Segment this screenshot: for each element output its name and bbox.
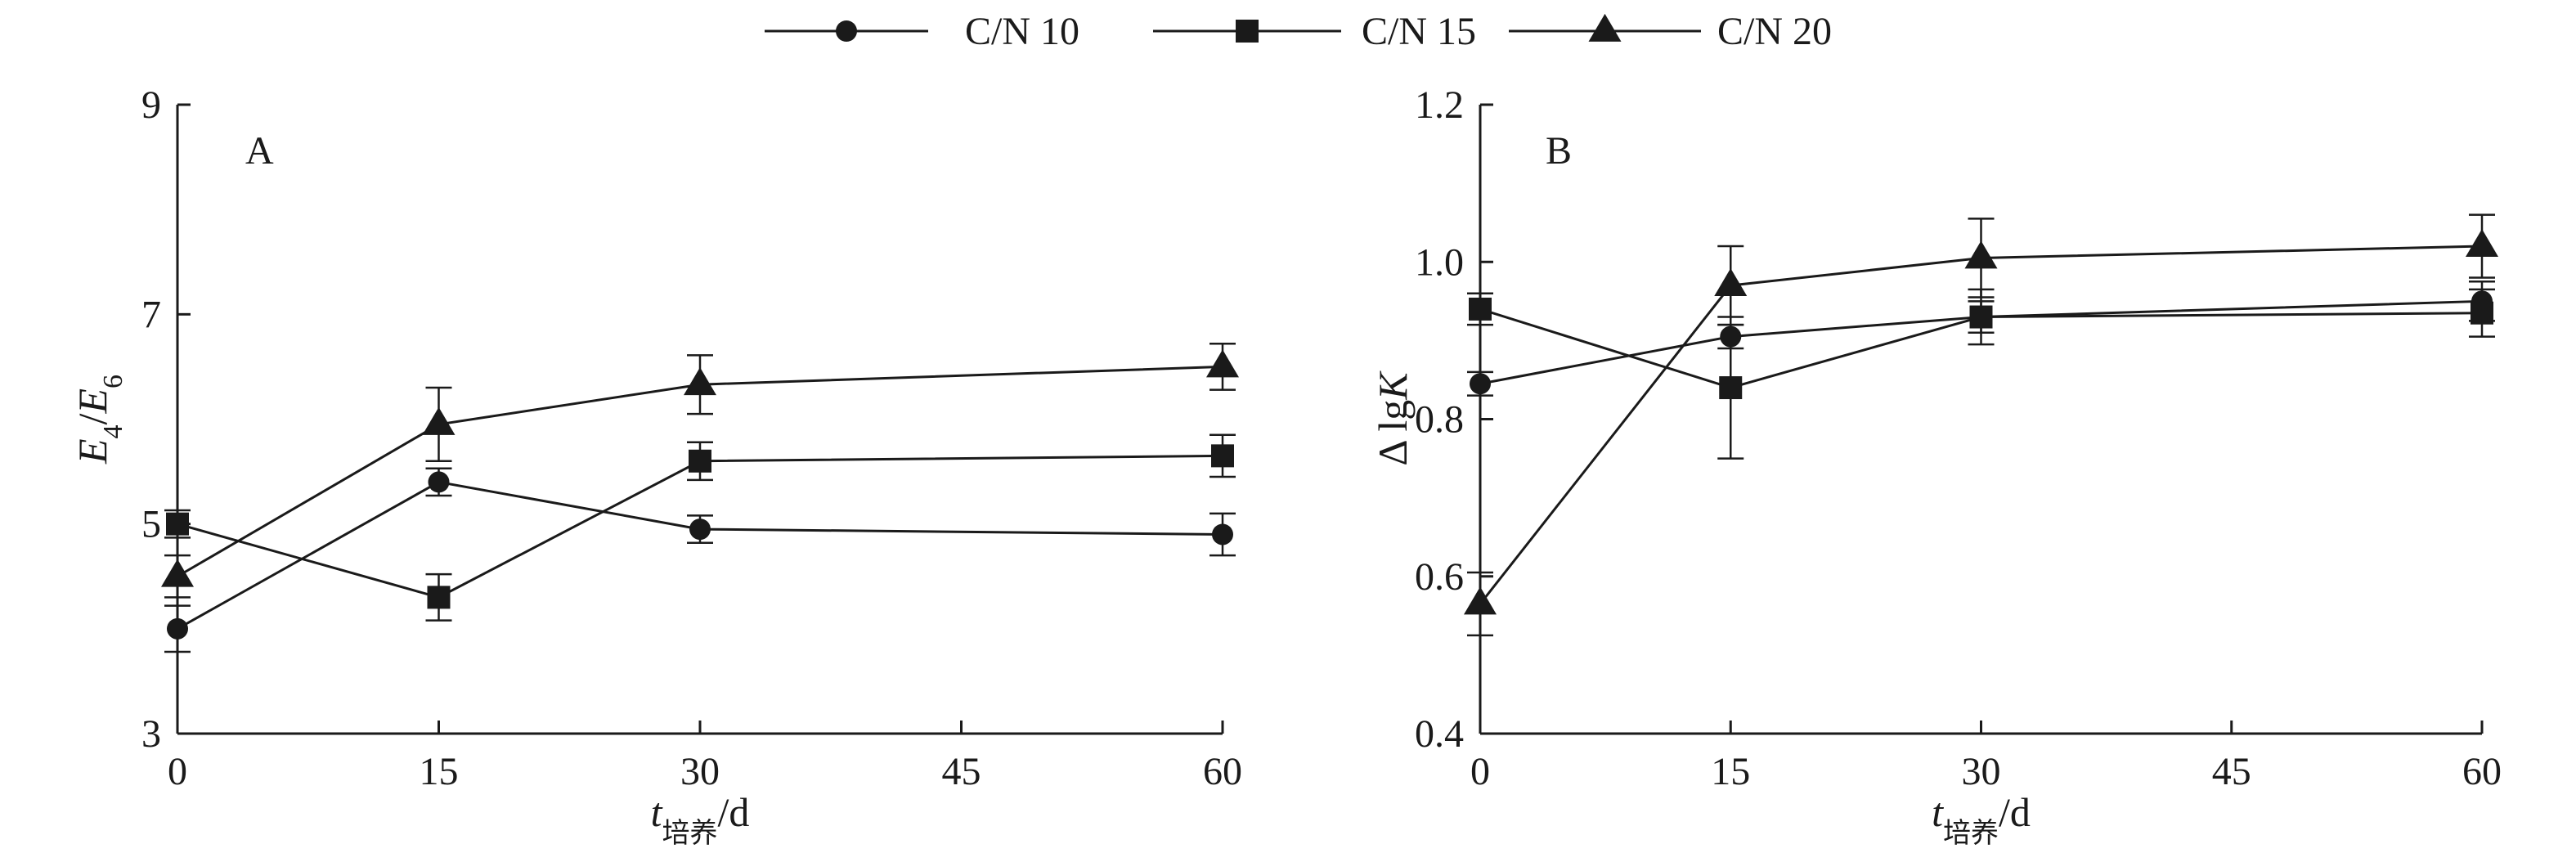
x-axis-title-var: t <box>651 789 663 835</box>
y-tick-label: 0.6 <box>1415 555 1464 599</box>
x-tick-label: 60 <box>2462 750 2502 793</box>
y-tick-label: 0.8 <box>1415 398 1464 442</box>
data-point-square <box>166 512 189 536</box>
series-line <box>1479 299 2483 385</box>
y-axis-title-part: K <box>1370 370 1416 401</box>
series-square <box>164 433 1236 622</box>
x-tick-label: 15 <box>1711 750 1750 793</box>
y-axis-title-part: E <box>70 438 115 465</box>
data-point-circle <box>1470 373 1491 395</box>
data-point-triangle <box>1964 240 1998 269</box>
y-tick-label: 0.4 <box>1415 712 1464 756</box>
legend-marker-triangle <box>1588 13 1622 42</box>
legend: C/N 10 C/N 15 C/N 20 <box>765 10 1832 53</box>
x-axis-title-unit: /d <box>1999 789 2031 835</box>
legend-item-2: C/N 20 <box>1509 10 1832 53</box>
y-tick-label: 9 <box>141 83 161 127</box>
y-tick-label: 5 <box>141 503 161 546</box>
data-point-square <box>427 586 451 609</box>
series-square <box>1467 288 2495 460</box>
y-axis-title-part: 4 <box>98 424 128 438</box>
y-axis-title-part: E <box>70 388 115 415</box>
x-tick-label: 15 <box>420 750 459 793</box>
y-axis-title-part: 6 <box>98 375 128 388</box>
x-axis-title-var: t <box>1932 789 1944 835</box>
x-axis-title-sub: 培养 <box>1943 817 1999 850</box>
y-axis-title: Δ lgK <box>1370 370 1416 466</box>
data-point-square <box>1969 305 1993 329</box>
data-point-square <box>1719 376 1743 400</box>
x-axis-title: t培养/d <box>1932 789 2031 850</box>
data-point-triangle <box>161 559 194 587</box>
data-point-circle <box>167 617 188 640</box>
data-point-triangle <box>684 367 716 396</box>
legend-label-0: C/N 10 <box>965 10 1079 53</box>
series-line <box>1479 308 2483 389</box>
data-point-triangle <box>2466 228 2498 257</box>
series-line <box>177 480 1223 631</box>
y-axis-title: E4/E6 <box>70 375 128 465</box>
y-tick-label: 1.2 <box>1415 83 1464 127</box>
data-point-square <box>1469 297 1492 321</box>
panel-label: A <box>245 129 274 173</box>
legend-label-2: C/N 20 <box>1717 10 1832 53</box>
data-point-triangle <box>1714 268 1748 297</box>
legend-marker-circle <box>836 20 857 42</box>
x-tick-label: 45 <box>942 750 981 793</box>
series-line <box>177 454 1223 599</box>
y-axis-title-part: / <box>70 413 115 424</box>
data-point-triangle <box>1206 349 1239 378</box>
y-tick-label: 1.0 <box>1415 240 1464 284</box>
legend-item-1: C/N 15 <box>1153 10 1476 53</box>
data-point-triangle <box>1464 586 1497 615</box>
panel-label: B <box>1546 129 1572 173</box>
data-point-circle <box>1212 523 1233 545</box>
x-axis-title: t培养/d <box>651 789 750 850</box>
data-point-triangle <box>422 406 456 435</box>
data-point-square <box>689 449 711 473</box>
legend-label-1: C/N 15 <box>1362 10 1476 53</box>
y-axis-title-part: Δ lg <box>1370 400 1416 466</box>
series-triangle <box>1464 213 2498 637</box>
data-point-circle <box>428 471 450 493</box>
x-tick-label: 45 <box>2212 750 2251 793</box>
data-point-square <box>1211 444 1234 468</box>
series-circle <box>164 467 1236 653</box>
x-tick-label: 60 <box>1203 750 1242 793</box>
data-point-circle <box>689 519 711 541</box>
series-triangle <box>161 342 1239 599</box>
series-line <box>1479 245 2483 605</box>
x-tick-label: 0 <box>168 750 187 793</box>
x-axis-title-sub: 培养 <box>662 817 718 850</box>
y-tick-label: 7 <box>141 293 161 336</box>
series-line <box>177 365 1223 578</box>
legend-marker-square <box>1236 20 1259 43</box>
x-tick-label: 30 <box>680 750 720 793</box>
y-tick-label: 3 <box>141 712 161 756</box>
x-tick-label: 0 <box>1470 750 1490 793</box>
x-axis-title-unit: /d <box>718 789 750 835</box>
data-point-square <box>2471 301 2493 325</box>
x-tick-label: 30 <box>1962 750 2001 793</box>
legend-item-0: C/N 10 <box>765 10 1079 53</box>
